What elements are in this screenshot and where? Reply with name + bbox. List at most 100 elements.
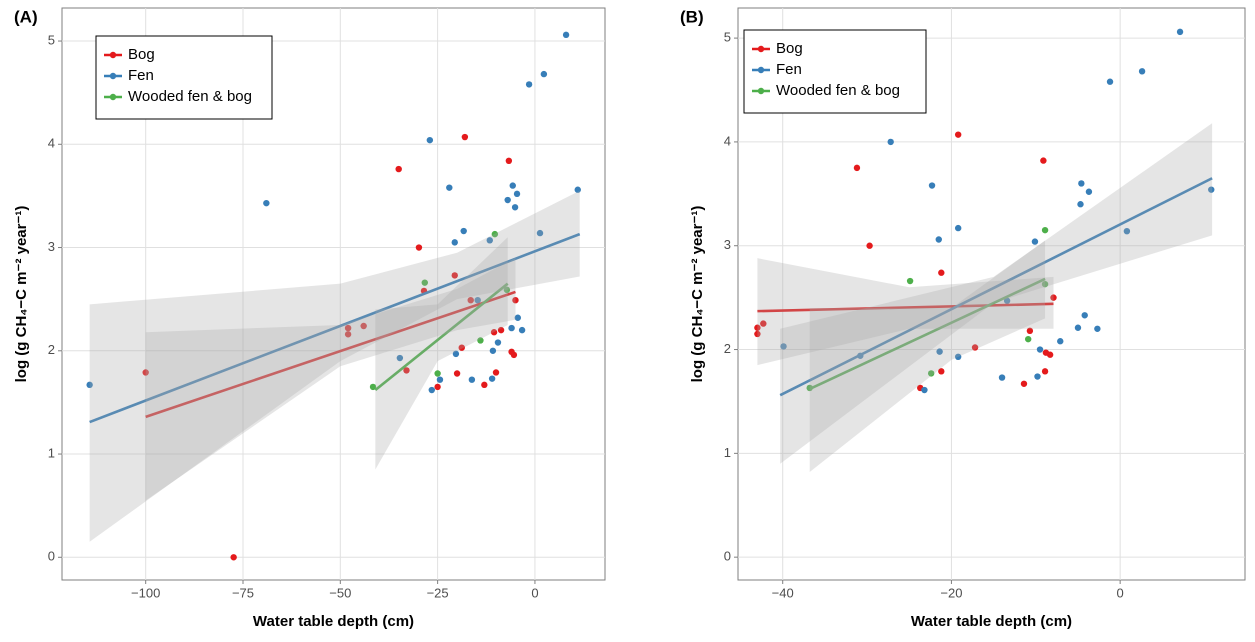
x-tick-label: −50: [329, 585, 351, 600]
y-tick-label: 0: [724, 549, 731, 564]
data-point: [436, 376, 444, 383]
data-point: [503, 286, 511, 294]
x-axis-title: Water table depth (cm): [911, 613, 1072, 630]
x-tick-label: −25: [427, 585, 449, 600]
data-point: [1123, 227, 1131, 235]
y-tick-label: 2: [48, 342, 55, 357]
data-point: [887, 138, 894, 146]
data-point: [434, 370, 441, 377]
legend-label: Bog: [128, 46, 155, 63]
data-point: [1057, 338, 1064, 345]
data-point: [467, 296, 474, 304]
data-point: [1077, 201, 1084, 208]
y-tick-label: 1: [724, 445, 731, 460]
data-point: [1024, 335, 1032, 343]
y-axis-title: log (g CH₄−C m⁻² year⁻¹): [689, 206, 706, 383]
data-point: [1138, 68, 1146, 75]
data-point: [505, 157, 513, 165]
data-point: [1208, 186, 1215, 193]
y-tick-label: 1: [48, 445, 55, 460]
data-point: [403, 367, 410, 374]
x-tick-label: −100: [131, 585, 160, 600]
data-point: [508, 348, 515, 356]
y-tick-label: 5: [48, 32, 55, 47]
fit-line: [779, 177, 1213, 397]
data-point: [1085, 188, 1093, 195]
legend-label: Bog: [776, 40, 803, 57]
confidence-band: [89, 190, 580, 542]
legend-label: Wooded fen & bog: [776, 82, 900, 99]
confidence-band: [375, 237, 508, 470]
fit-line: [757, 302, 1054, 313]
data-point: [518, 326, 526, 334]
data-point: [491, 230, 499, 238]
data-point: [497, 326, 505, 334]
legend-dot: [109, 51, 117, 59]
data-point: [938, 269, 945, 276]
data-point: [369, 383, 377, 391]
data-point: [514, 314, 522, 321]
legend-label: Fen: [128, 67, 154, 84]
data-point: [1106, 78, 1114, 85]
data-point: [492, 369, 500, 376]
data-point: [921, 386, 928, 394]
x-tick-label: −40: [772, 585, 794, 600]
data-point: [866, 242, 873, 249]
data-point: [906, 277, 914, 285]
data-point: [512, 296, 519, 304]
legend-dot: [757, 45, 765, 53]
fit-line: [809, 277, 1046, 391]
confidence-band: [809, 240, 1046, 473]
data-point: [754, 330, 761, 338]
data-point: [1041, 280, 1049, 288]
data-point: [1176, 28, 1184, 36]
data-point: [468, 376, 476, 383]
data-point: [938, 368, 945, 375]
panel-label: (B): [680, 7, 704, 26]
data-point: [936, 348, 943, 355]
x-tick-label: −75: [232, 585, 254, 600]
data-point: [490, 329, 498, 336]
data-point: [1081, 312, 1088, 319]
legend-dot: [109, 93, 117, 101]
data-point: [461, 133, 469, 141]
legend-dot: [757, 87, 765, 95]
data-point: [504, 196, 511, 204]
data-point: [1050, 294, 1057, 301]
y-tick-label: 3: [724, 237, 731, 252]
data-point: [928, 182, 936, 189]
data-point: [540, 70, 548, 78]
data-point: [477, 337, 484, 344]
data-point: [1003, 297, 1011, 304]
confidence-band: [145, 257, 516, 501]
y-tick-label: 4: [48, 136, 55, 151]
fit-line: [89, 232, 581, 424]
data-point: [489, 347, 497, 354]
data-point: [998, 374, 1006, 381]
legend-box: [743, 29, 927, 114]
data-point: [481, 381, 488, 389]
confidence-band: [757, 258, 1054, 366]
data-point: [421, 279, 428, 286]
panel-label: (A): [14, 7, 38, 26]
data-point: [494, 339, 502, 346]
data-point: [396, 354, 404, 362]
data-point: [954, 353, 962, 361]
data-point: [1041, 226, 1049, 234]
data-point: [451, 239, 458, 246]
data-point: [525, 81, 533, 88]
legend-dot: [109, 72, 117, 80]
data-point: [513, 190, 521, 198]
data-point: [428, 386, 435, 394]
data-point: [415, 244, 423, 251]
data-point: [142, 369, 149, 376]
legend-box: [95, 35, 273, 120]
data-point: [395, 165, 402, 173]
data-point: [853, 164, 861, 172]
y-tick-label: 3: [48, 239, 55, 254]
y-axis-title: log (g CH₄−C m⁻² year⁻¹): [13, 206, 30, 383]
legend-label: Fen: [776, 61, 802, 78]
data-point: [1040, 157, 1047, 164]
data-point: [1042, 349, 1050, 356]
